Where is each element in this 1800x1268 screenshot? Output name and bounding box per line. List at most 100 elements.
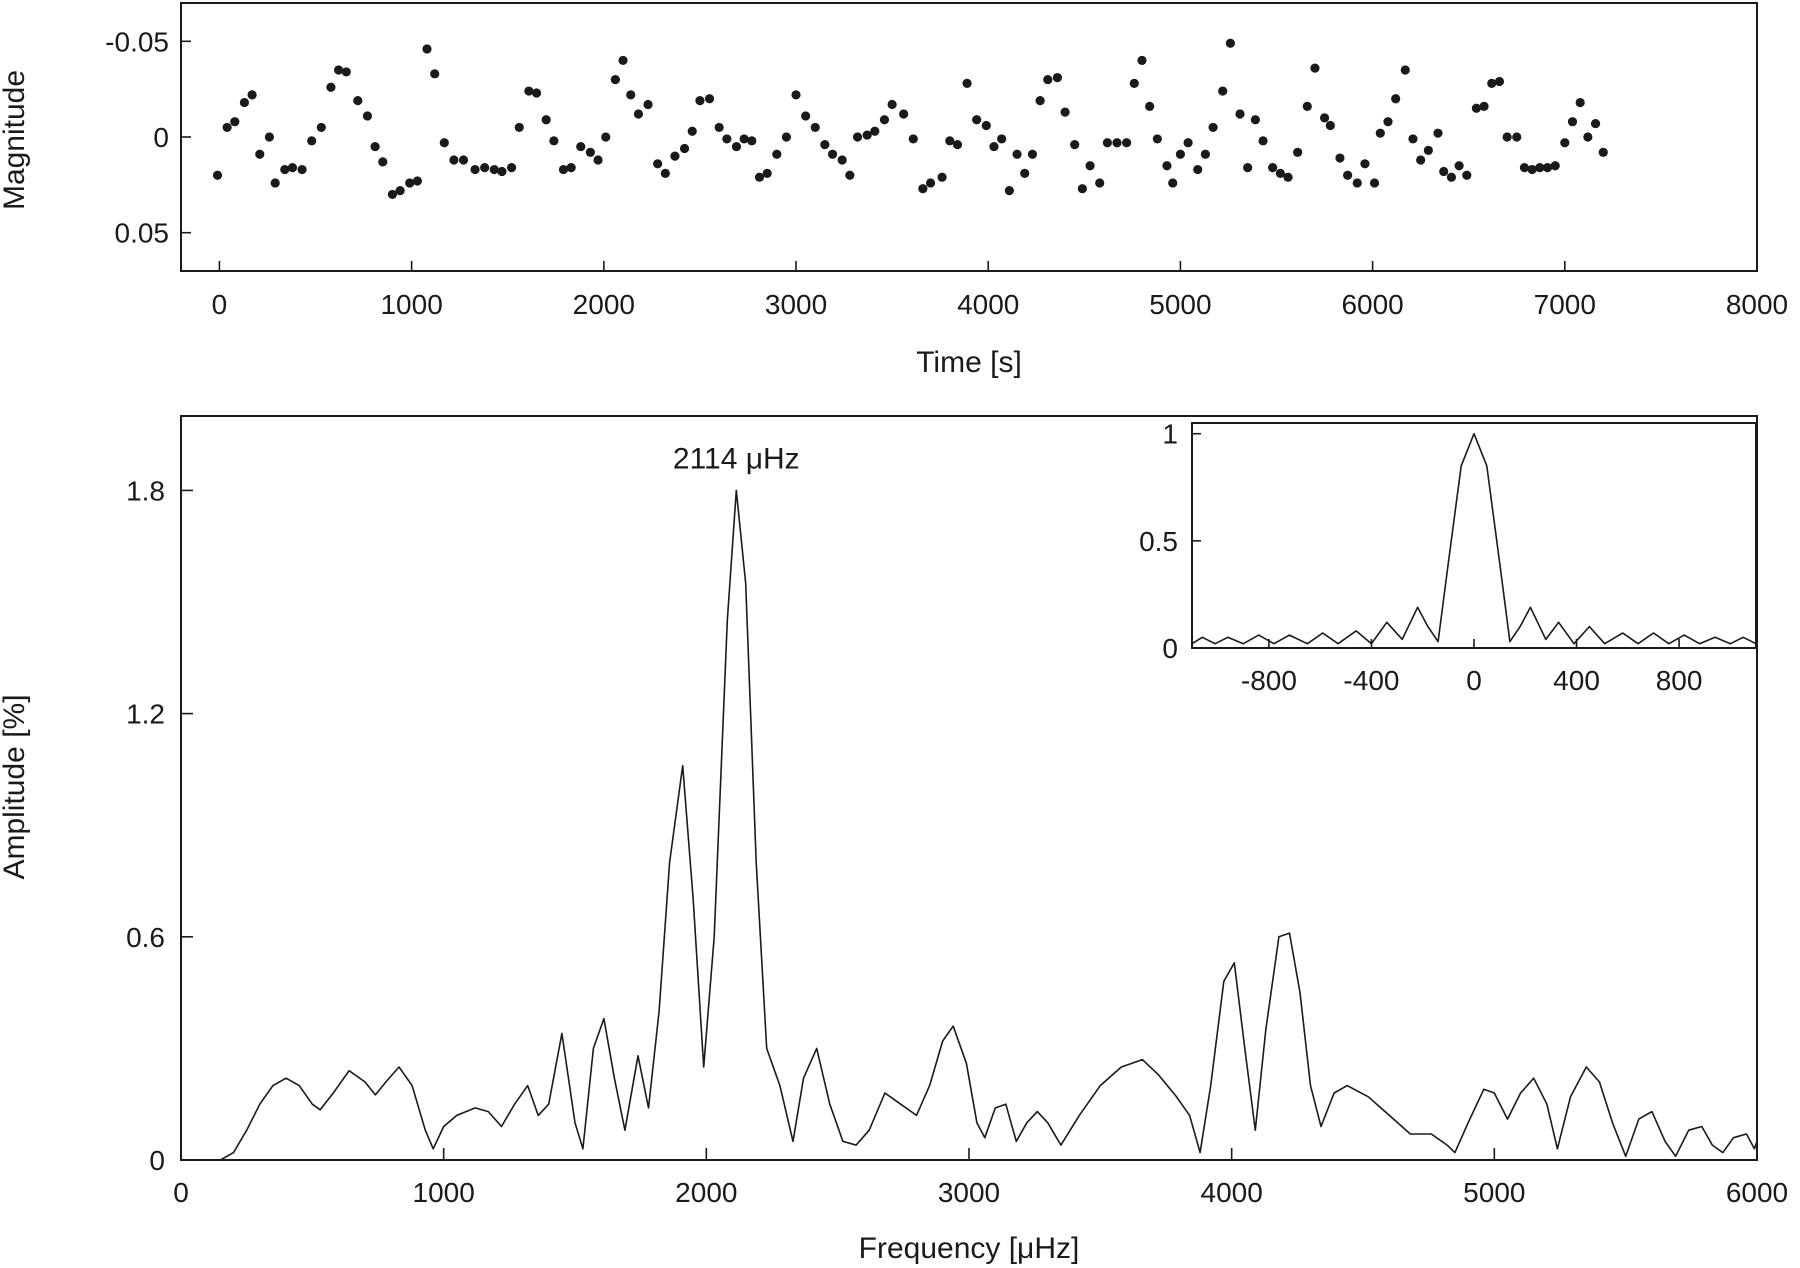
data-point [1583, 132, 1593, 142]
y-tick-label: 0.6 [126, 922, 165, 953]
data-point [1360, 159, 1370, 169]
data-point [341, 67, 351, 77]
data-point [972, 115, 982, 125]
data-point [879, 115, 890, 125]
data-point [1208, 122, 1218, 133]
data-point [945, 136, 955, 146]
data-point [1575, 97, 1585, 108]
spectrum-curve [181, 489, 1758, 1161]
data-point [222, 122, 232, 133]
data-point [247, 90, 257, 100]
data-point [1550, 161, 1560, 171]
data-point [1162, 161, 1172, 171]
data-point [918, 184, 928, 194]
data-point [1258, 136, 1268, 146]
data-point [962, 78, 972, 88]
data-point [1343, 170, 1353, 180]
x-tick-label: 6000 [1726, 1177, 1788, 1208]
x-tick-label: 1000 [380, 289, 442, 320]
y-tick-label: 0 [149, 1145, 165, 1176]
data-point [326, 82, 336, 92]
data-point [449, 155, 459, 165]
x-tick-label: 2000 [675, 1177, 737, 1208]
data-point [1102, 138, 1112, 148]
data-point [1535, 163, 1545, 173]
data-point [1325, 120, 1335, 131]
data-point [670, 151, 680, 161]
x-tick-label: -400 [1343, 665, 1399, 696]
data-point [1027, 149, 1038, 159]
data-point [1383, 117, 1393, 127]
data-point [405, 178, 415, 188]
data-point [1560, 138, 1570, 148]
data-point [370, 141, 380, 152]
data-point [1012, 149, 1022, 159]
x-tick-label: 5000 [1149, 289, 1211, 320]
data-point [1283, 172, 1293, 182]
peak-annotation: 2114 μHz [673, 442, 800, 475]
data-point [558, 164, 569, 175]
data-point [1423, 145, 1433, 155]
y-tick-label: 0 [153, 122, 169, 153]
data-point [531, 88, 542, 98]
data-point [489, 164, 499, 175]
data-point [1218, 86, 1228, 96]
data-point [1471, 103, 1481, 113]
data-point [1268, 163, 1278, 173]
data-point [1462, 170, 1472, 180]
data-point [1152, 134, 1162, 144]
data-point [1369, 178, 1380, 188]
data-point [633, 109, 644, 119]
data-point [1035, 96, 1045, 106]
data-point [264, 132, 275, 142]
data-point [687, 126, 697, 136]
data-point [506, 163, 517, 173]
data-point [334, 65, 344, 75]
data-point [1310, 63, 1320, 73]
window-curve [1191, 432, 1757, 645]
window-ticks: -800 -400 0 400 800 0 0.5 1 [1139, 419, 1702, 696]
data-point [566, 163, 576, 173]
lightcurve-ticks: 0 1000 2000 3000 4000 5000 6000 7000 8000 -0.05 0 0… [105, 26, 1788, 320]
data-point [395, 186, 405, 196]
data-point [820, 140, 830, 150]
data-point [1598, 147, 1608, 157]
data-point [470, 164, 480, 175]
data-point [497, 166, 507, 177]
x-tick-label: 0 [212, 289, 228, 320]
data-point [739, 134, 749, 144]
data-point [1077, 184, 1087, 194]
data-point [1225, 38, 1235, 48]
window-inset-background [1192, 423, 1756, 648]
data-point [255, 149, 265, 159]
lightcurve-points [212, 38, 1608, 200]
data-point [781, 132, 792, 142]
data-point [1400, 65, 1410, 75]
data-point [412, 176, 422, 186]
data-point [899, 109, 909, 119]
data-point [1020, 168, 1030, 178]
data-point [307, 136, 317, 146]
data-point [1527, 164, 1537, 175]
data-point [1004, 186, 1014, 196]
data-point [297, 164, 307, 175]
x-tick-label: 800 [1656, 665, 1703, 696]
data-point [1168, 178, 1178, 188]
spectrum-ylabel: Amplitude [%] [0, 694, 31, 879]
data-point [1129, 78, 1139, 88]
x-tick-label: 1000 [413, 1177, 475, 1208]
x-tick-label: 8000 [1726, 289, 1788, 320]
data-point [1335, 153, 1345, 163]
data-point [1454, 161, 1464, 171]
data-point [695, 96, 705, 106]
data-point [458, 155, 469, 165]
data-point [1145, 101, 1155, 111]
data-point [316, 122, 326, 133]
data-point [1112, 138, 1122, 148]
x-tick-label: 400 [1553, 665, 1600, 696]
x-tick-label: 4000 [1201, 1177, 1263, 1208]
data-point [601, 132, 611, 142]
data-point [439, 138, 449, 148]
data-point [514, 122, 524, 133]
data-point [593, 155, 603, 165]
